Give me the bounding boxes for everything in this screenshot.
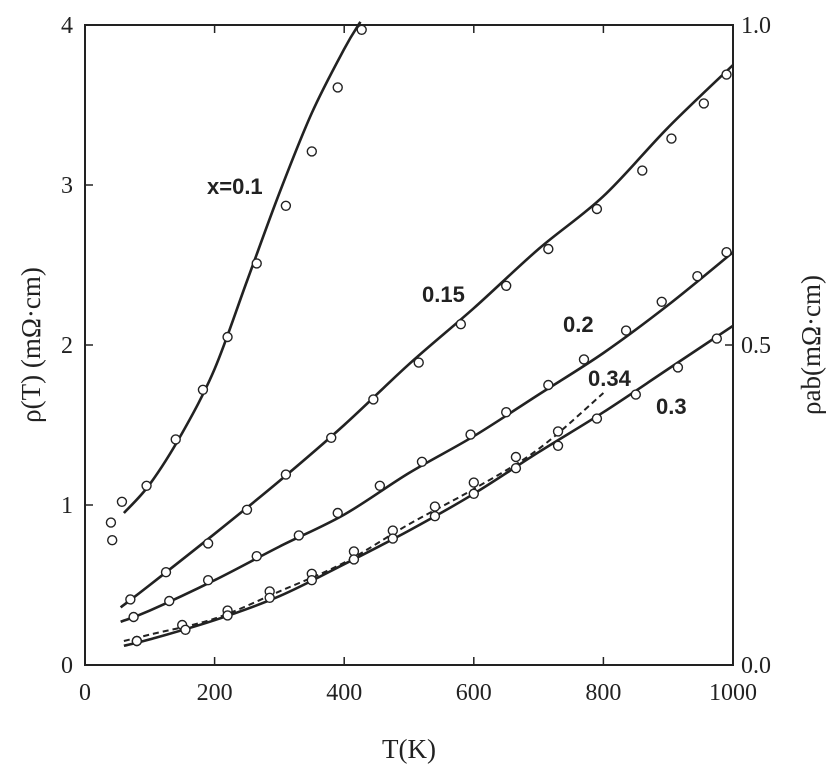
data-point-0-15-0 xyxy=(125,594,136,605)
data-point-x-0-1-4 xyxy=(222,331,233,343)
data-point-0-2-3 xyxy=(251,551,262,562)
axis-tick-labels: 0 200 400 600 800 1000 0 1 2 3 4 0.0 0.5 1.0 xyxy=(61,13,771,706)
series-line-0-15 xyxy=(119,64,734,609)
y-axis-title: ρ(T) (mΩ·cm) xyxy=(16,267,46,423)
data-point-x-0-1-3 xyxy=(197,384,209,395)
data-point-0-34-9 xyxy=(510,451,522,463)
data-point-0-2-8 xyxy=(465,429,476,440)
data-point-0-3-3 xyxy=(264,592,275,603)
data-point-x-0-1-9 xyxy=(356,24,367,35)
data-point-0-3-10 xyxy=(552,440,564,451)
x-tick-label-600: 600 xyxy=(456,680,492,706)
series-labels: x=0.1 0.15 0.2 0.34 0.3 xyxy=(207,174,687,419)
data-point-0-3-5 xyxy=(348,554,360,565)
x-tick-label-0: 0 xyxy=(79,680,91,706)
data-point-0-3-7 xyxy=(429,511,441,522)
y2-tick-label-1-0: 1.0 xyxy=(741,13,771,39)
axis-ticks xyxy=(84,24,734,666)
data-point-x-0-1-8 xyxy=(332,82,343,93)
data-point-x-0-1-6 xyxy=(280,200,292,212)
data-point-0-15-6 xyxy=(368,394,379,405)
series-label-x-0-1: x=0.1 xyxy=(207,174,263,199)
plot-frame xyxy=(84,24,734,666)
x-tick-label-1000: 1000 xyxy=(709,680,757,706)
data-point-extra-0 xyxy=(105,517,117,528)
y-tick-label-1: 1 xyxy=(61,493,73,519)
data-point-0-15-13 xyxy=(666,133,677,144)
y2-axis-title: ρab(mΩ·cm) xyxy=(796,275,826,415)
data-point-x-0-1-0 xyxy=(116,496,128,507)
data-point-0-2-1 xyxy=(164,595,175,607)
data-point-0-2-7 xyxy=(416,456,428,467)
data-point-0-2-15 xyxy=(721,246,732,258)
series-label-0-3: 0.3 xyxy=(656,394,687,419)
data-point-0-15-4 xyxy=(280,469,292,480)
data-point-0-15-8 xyxy=(455,319,467,330)
data-point-extra-1 xyxy=(107,535,118,546)
data-point-0-15-1 xyxy=(160,567,172,578)
data-point-0-2-4 xyxy=(293,530,305,541)
data-point-0-34-8 xyxy=(468,477,479,488)
y-tick-label-0: 0 xyxy=(61,653,73,679)
data-point-0-15-9 xyxy=(501,280,512,291)
series-line-0-34 xyxy=(123,392,605,642)
data-point-0-15-14 xyxy=(698,98,710,109)
y-tick-label-3: 3 xyxy=(61,173,73,199)
data-point-0-15-7 xyxy=(413,357,424,368)
y-tick-label-4: 4 xyxy=(61,13,73,39)
data-point-0-2-13 xyxy=(656,296,667,307)
data-point-0-3-1 xyxy=(180,624,191,635)
data-point-0-3-0 xyxy=(131,635,143,647)
series-line-0-3 xyxy=(123,324,734,648)
data-point-0-34-7 xyxy=(429,501,441,512)
data-point-0-15-3 xyxy=(241,504,253,515)
data-point-0-2-12 xyxy=(620,325,632,336)
series-label-0-15: 0.15 xyxy=(422,282,465,307)
series-label-0-34: 0.34 xyxy=(588,366,632,391)
data-point-0-2-10 xyxy=(543,379,554,391)
data-point-0-15-12 xyxy=(637,165,648,176)
data-point-x-0-1-7 xyxy=(306,146,317,157)
data-point-x-0-1-1 xyxy=(141,480,152,491)
x-axis-title: T(K) xyxy=(382,734,436,764)
data-point-0-3-8 xyxy=(468,488,479,499)
y2-tick-label-0-5: 0.5 xyxy=(741,333,771,359)
data-point-x-0-1-5 xyxy=(251,258,262,269)
data-point-0-2-2 xyxy=(202,575,214,586)
data-point-0-15-5 xyxy=(326,432,337,443)
data-point-0-34-10 xyxy=(552,426,564,437)
data-point-0-3-13 xyxy=(672,362,684,373)
data-point-0-3-9 xyxy=(510,463,522,474)
data-curves xyxy=(119,21,734,648)
x-tick-label-800: 800 xyxy=(585,680,621,706)
data-point-x-0-1-2 xyxy=(170,434,181,445)
data-point-0-2-6 xyxy=(374,480,386,491)
data-point-0-3-4 xyxy=(306,575,317,586)
data-point-0-2-14 xyxy=(692,271,703,282)
chart-axes xyxy=(84,24,734,666)
data-point-0-15-10 xyxy=(543,243,554,255)
data-markers xyxy=(105,24,732,647)
series-line-x-0-1 xyxy=(122,21,362,514)
data-point-0-15-15 xyxy=(721,69,732,80)
x-tick-label-400: 400 xyxy=(326,680,362,706)
data-point-0-15-2 xyxy=(202,538,214,549)
y2-tick-label-0-0: 0.0 xyxy=(741,653,771,679)
data-point-0-2-5 xyxy=(332,507,343,519)
data-point-0-3-2 xyxy=(222,610,233,621)
data-point-0-3-11 xyxy=(591,413,603,424)
series-label-0-2: 0.2 xyxy=(563,312,594,337)
y-tick-label-2: 2 xyxy=(61,333,73,359)
data-point-0-3-12 xyxy=(630,389,641,400)
x-tick-label-200: 200 xyxy=(197,680,233,706)
data-point-0-2-0 xyxy=(128,611,139,623)
data-point-0-3-6 xyxy=(387,533,398,544)
data-point-0-2-9 xyxy=(501,407,512,418)
data-point-0-15-11 xyxy=(591,203,603,215)
data-point-0-2-11 xyxy=(578,354,590,365)
series-line-0-2 xyxy=(120,251,734,624)
data-point-0-3-14 xyxy=(711,333,722,344)
